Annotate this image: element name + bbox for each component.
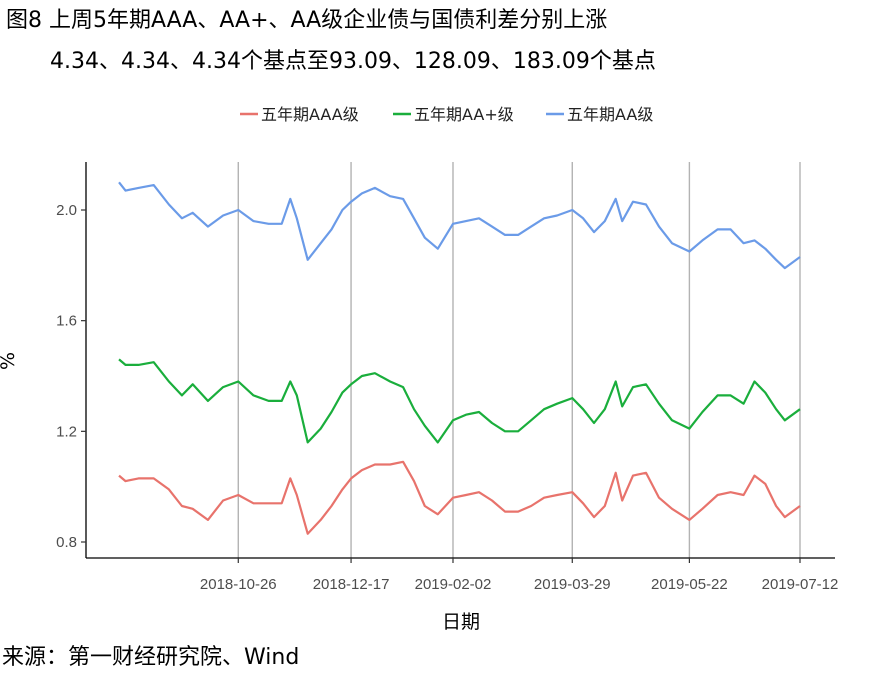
legend-label-1: 五年期AAA级 [261, 105, 359, 124]
chart-title-line1: 图8 上周5年期AAA、AA+、AA级企业债与国债利差分别上涨 [6, 8, 608, 33]
chart-title-line2: 4.34、4.34、4.34个基点至93.09、128.09、183.09个基点 [50, 49, 656, 74]
series-lines [118, 181, 801, 535]
series-line-2 [118, 358, 801, 444]
x-tick-label: 2019-07-12 [762, 576, 839, 593]
series-line-3 [118, 181, 801, 270]
x-tick-label: 2019-03-29 [534, 576, 611, 593]
x-tick-label: 2019-05-22 [651, 576, 728, 593]
source-note: 来源：第一财经研究院、Wind [2, 645, 300, 670]
y-axis-title: % [0, 352, 19, 370]
y-tick-label: 1.6 [56, 313, 77, 330]
x-tick-label: 2018-10-26 [200, 576, 277, 593]
legend-label-3: 五年期AA级 [567, 105, 653, 124]
x-tick-label: 2019-02-02 [415, 576, 492, 593]
x-tick-label: 2018-12-17 [313, 576, 390, 593]
series-line-1 [118, 460, 801, 535]
legend-label-2: 五年期AA+级 [414, 105, 514, 124]
y-tick-label: 2.0 [56, 202, 77, 219]
legend: 五年期AAA级 五年期AA+级 五年期AA级 [240, 105, 653, 124]
vertical-gridlines [237, 162, 801, 558]
y-tick-label: 1.2 [56, 423, 77, 440]
axes: 0.8 1.2 1.6 2.0 2018-10-26 2018-12-17 2019-02-… [56, 162, 838, 593]
x-axis-title: 日期 [442, 611, 480, 633]
y-tick-label: 0.8 [56, 534, 77, 551]
